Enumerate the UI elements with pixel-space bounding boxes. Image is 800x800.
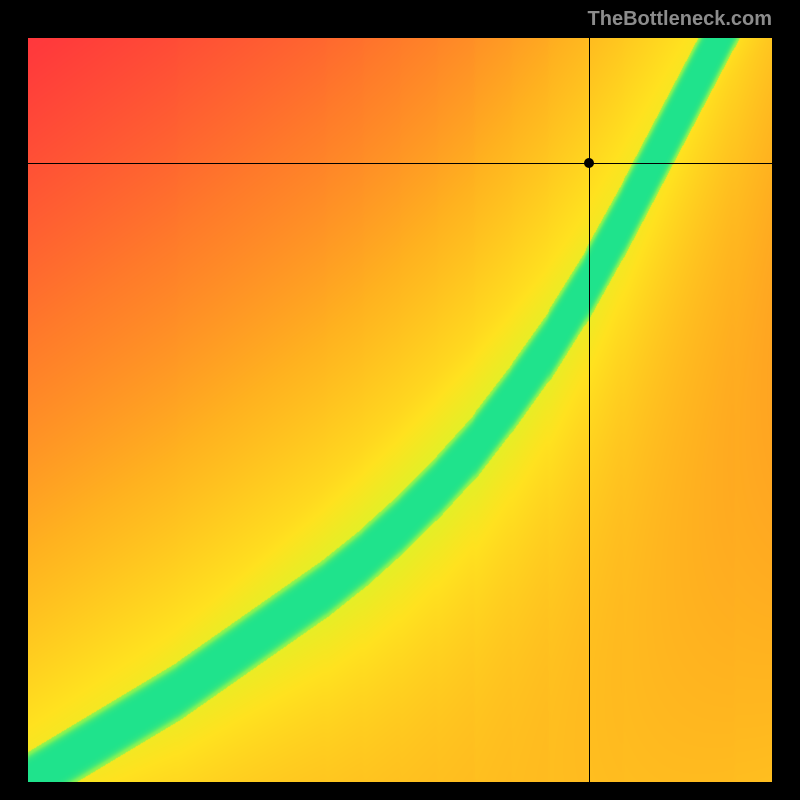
source-attribution: TheBottleneck.com (588, 8, 772, 31)
bottleneck-heatmap (28, 38, 772, 782)
heatmap-canvas (28, 38, 772, 782)
crosshair-vertical (589, 38, 590, 782)
crosshair-marker (584, 158, 594, 168)
crosshair-horizontal (28, 163, 772, 164)
